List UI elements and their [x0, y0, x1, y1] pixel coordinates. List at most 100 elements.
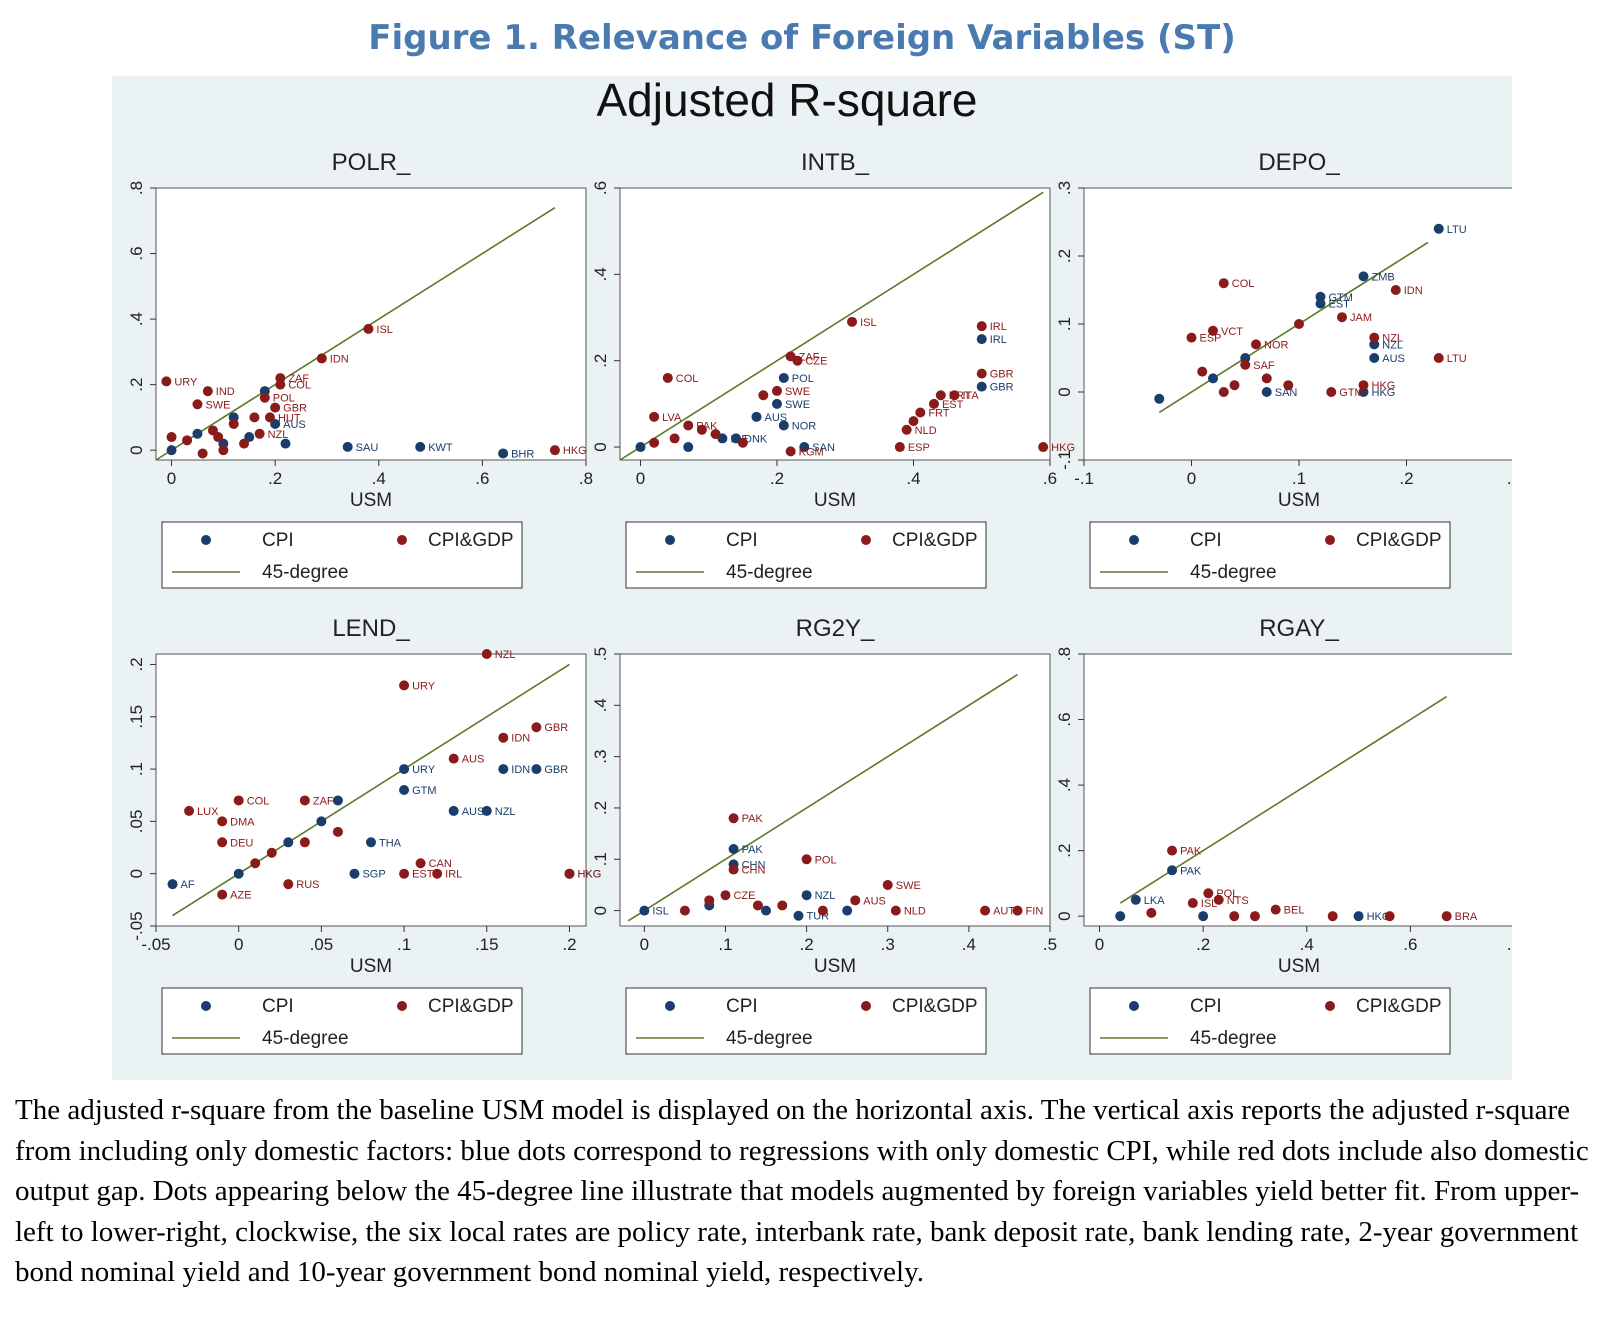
point-label: HKG: [577, 869, 601, 881]
point-cpigdp: [1218, 387, 1229, 397]
x-tick-label: .3: [881, 935, 895, 954]
point-cpigdp: [894, 442, 905, 453]
point-label: EST: [942, 399, 964, 411]
point-label: NTS: [1227, 895, 1249, 907]
point-label: HKG: [577, 869, 601, 881]
point-label: IDN: [330, 353, 349, 365]
point-label: HKG: [1372, 380, 1396, 392]
point-label: CZE: [805, 356, 827, 368]
legend: CPI CPI&GDP 45-degree: [1089, 521, 1451, 589]
point-cpigdp: [928, 398, 939, 409]
point-label: RUS: [296, 879, 319, 891]
point-label: AF: [181, 879, 195, 891]
point-cpi: [280, 438, 291, 449]
legend-line-label: 45-degree: [262, 1028, 349, 1049]
point-cpigdp: [1433, 353, 1444, 363]
point-cpigdp: [704, 895, 715, 906]
y-tick-label: .4: [127, 312, 146, 326]
point-cpigdp: [399, 868, 410, 879]
y-tick-label: .1: [591, 852, 610, 866]
point-cpi: [683, 442, 694, 453]
point-cpi: [799, 442, 810, 453]
point-cpigdp: [801, 854, 812, 865]
point-cpigdp: [192, 399, 203, 410]
x-tick-label: 0: [234, 935, 243, 954]
point-label: BRA: [1455, 911, 1478, 923]
figure-title: Figure 1. Relevance of Foreign Variables…: [368, 18, 1236, 58]
point-cpigdp: [1208, 325, 1218, 336]
legend-line-label: 45-degree: [1190, 1028, 1277, 1049]
y-tick-label: .1: [127, 762, 146, 776]
point-cpigdp: [549, 445, 560, 456]
point-cpigdp: [737, 437, 748, 448]
point-label: PAK: [742, 813, 764, 825]
point-cpigdp: [1326, 387, 1337, 397]
point-label: EST: [412, 869, 434, 881]
point-label: SWE: [205, 399, 230, 411]
legend-cpigdp-marker: [1325, 535, 1335, 545]
charts-svg: Adjusted R-square POLR_ 0 .2 .4 .6 .8 0 .2 .4 .6.…: [127, 74, 1521, 1055]
legend-cpi-marker: [201, 1001, 211, 1011]
point-cpigdp: [432, 868, 443, 879]
x-tick-label: .1: [1292, 469, 1306, 488]
forty-five-degree-line: [1158, 241, 1429, 414]
point-cpigdp: [728, 813, 739, 824]
point-label: IRL: [445, 869, 462, 881]
point-cpigdp: [299, 837, 310, 848]
point-cpi: [448, 805, 459, 816]
point-cpigdp: [259, 392, 270, 403]
legend-cpigdp-label: CPI&GDP: [1356, 996, 1442, 1017]
point-cpigdp: [399, 680, 410, 691]
legend: CPI CPI&GDP 45-degree: [161, 521, 523, 589]
legend-cpigdp-marker: [1325, 1001, 1335, 1011]
x-tick-label: -.05: [141, 935, 170, 954]
point-label: ITA: [962, 390, 979, 402]
point-cpigdp: [683, 420, 694, 431]
x-tick-label: 0: [640, 935, 649, 954]
point-label: POL: [792, 373, 814, 385]
x-axis-label: USM: [814, 490, 856, 511]
point-cpigdp: [332, 826, 343, 837]
point-cpigdp: [1358, 380, 1369, 391]
legend-cpigdp-marker: [861, 1001, 871, 1011]
point-label: NLD: [904, 906, 926, 918]
y-tick-label: .6: [591, 181, 610, 195]
forty-five-degree-line: [627, 673, 1018, 922]
point-label: SWE: [896, 880, 921, 892]
point-cpigdp: [266, 847, 277, 858]
x-axis-label: USM: [1278, 956, 1320, 977]
point-label: AUS: [462, 754, 485, 766]
point-label: KGM: [799, 446, 824, 458]
x-tick-label: .4: [962, 935, 976, 954]
point-cpigdp: [1213, 894, 1224, 905]
point-label: AUS: [765, 412, 788, 424]
x-tick-label: 0: [636, 469, 645, 488]
point-label: BEL: [1284, 905, 1305, 917]
x-axis-label: USM: [350, 490, 392, 511]
y-tick-label: 0: [591, 442, 610, 451]
point-cpi: [332, 795, 343, 806]
point-cpi: [1358, 271, 1369, 282]
point-label: LUX: [197, 806, 219, 818]
point-label: GTM: [1329, 292, 1353, 304]
y-tick-label: .3: [591, 750, 610, 764]
point-cpigdp: [564, 868, 575, 879]
point-cpigdp: [649, 411, 660, 422]
legend-cpi-marker: [665, 1001, 675, 1011]
legend-frame: [625, 987, 987, 1055]
point-cpigdp: [197, 448, 208, 459]
point-cpigdp: [1038, 442, 1049, 453]
point-cpigdp: [792, 355, 803, 366]
x-axis-label: USM: [350, 956, 392, 977]
point-cpigdp: [166, 432, 177, 443]
point-cpigdp: [1390, 285, 1401, 295]
x-tick-label: .6: [1043, 469, 1057, 488]
point-cpi: [316, 816, 327, 827]
point-cpi: [751, 411, 762, 422]
legend-cpigdp-marker: [861, 535, 871, 545]
point-label: NZL: [1382, 339, 1403, 351]
legend-cpigdp-label: CPI&GDP: [428, 530, 514, 551]
point-cpigdp: [1186, 332, 1197, 343]
legend-cpigdp-label: CPI&GDP: [892, 996, 978, 1017]
y-tick-label: .2: [127, 378, 146, 392]
